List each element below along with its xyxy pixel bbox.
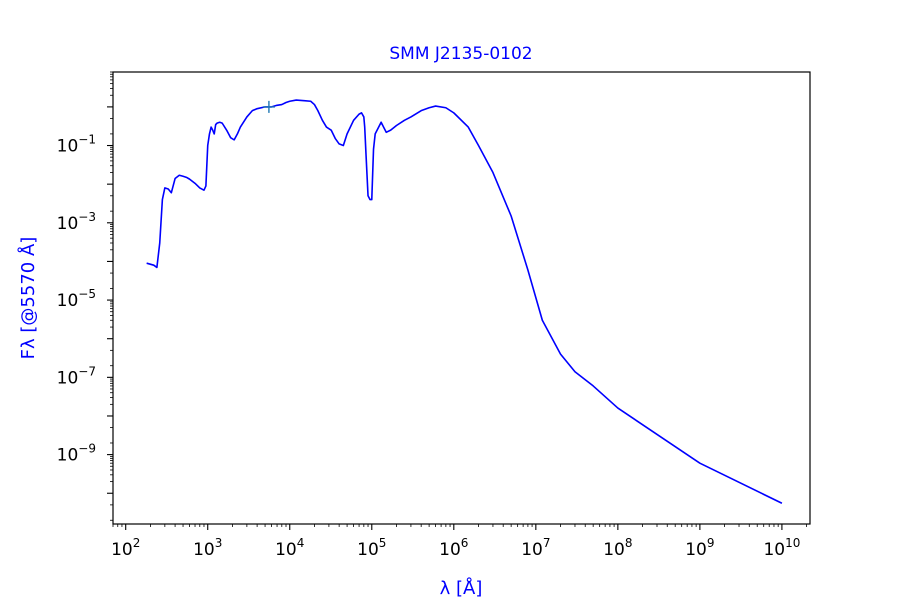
y-tick-label: 10−3 (57, 210, 96, 234)
x-tick-label: 106 (439, 536, 468, 560)
y-axis-label: Fλ [@5570 Å] (17, 237, 39, 360)
sed-series-line (146, 99, 783, 504)
x-tick-label: 103 (193, 536, 222, 560)
plot-frame (112, 71, 811, 525)
x-tick-label: 104 (275, 536, 304, 560)
x-axis: 102 103 104 105 106 107 108 109 1010 (111, 524, 808, 560)
y-tick-label: 10−5 (57, 287, 96, 311)
x-tick-label: 107 (521, 536, 550, 560)
normalization-marker (262, 100, 275, 113)
x-tick-label: 105 (357, 536, 386, 560)
y-axis: 10−1 10−3 10−5 10−7 10−9 (57, 71, 113, 521)
y-tick-label: 10−9 (57, 442, 96, 466)
x-tick-label: 109 (685, 536, 714, 560)
x-tick-label: 1010 (763, 536, 800, 560)
x-tick-label: 108 (603, 536, 632, 560)
y-tick-label: 10−7 (57, 364, 96, 388)
x-axis-label: λ [Å] (440, 577, 483, 599)
x-tick-label: 102 (111, 536, 140, 560)
y-tick-label: 10−1 (57, 133, 96, 157)
chart-title: SMM J2135-0102 (389, 44, 532, 64)
